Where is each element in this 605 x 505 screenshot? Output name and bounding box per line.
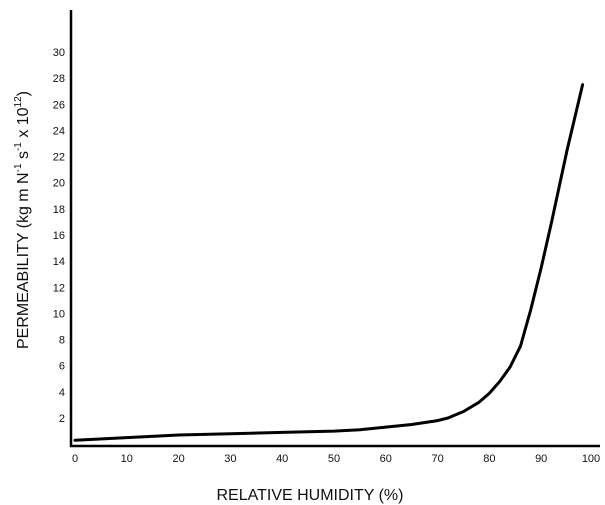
y-tick-label: 14 [53, 256, 65, 268]
y-axis-title-superscript: 12 [13, 96, 24, 108]
y-axis-title-superscript: -1 [13, 142, 24, 151]
y-tick-label: 22 [53, 152, 65, 164]
y-tick-label: 28 [53, 73, 65, 85]
y-tick-label: 24 [53, 125, 65, 137]
x-tick-label: 20 [172, 453, 184, 465]
y-tick-label: 8 [59, 335, 65, 347]
x-tick-label: 90 [535, 453, 547, 465]
y-tick-label: 20 [53, 178, 65, 190]
x-tick-label: 10 [121, 453, 133, 465]
x-tick-label: 50 [328, 453, 340, 465]
x-tick-label: 80 [483, 453, 495, 465]
y-tick-label: 6 [59, 361, 65, 373]
x-tick-label: 40 [276, 453, 288, 465]
y-axis-title: PERMEABILITY (kg m N-1 s-1 x 1012) [13, 91, 32, 349]
x-tick-label: 0 [72, 453, 78, 465]
y-tick-label: 2 [59, 413, 65, 425]
permeability-curve [73, 83, 585, 442]
y-axis-title-part: s [15, 151, 32, 163]
y-tick-label: 10 [53, 308, 65, 320]
x-tick-label: 70 [431, 453, 443, 465]
x-axis-ticks: 0 10 20 30 40 50 60 70 80 90 100 [72, 453, 600, 465]
y-tick-label: 26 [53, 99, 65, 111]
y-axis-title-superscript: -1 [13, 163, 24, 172]
y-tick-label: 18 [53, 204, 65, 216]
y-axis-title-part: ) [15, 91, 32, 96]
y-axis-title-part: x 10 [15, 107, 32, 142]
y-tick-label: 4 [59, 387, 65, 399]
x-tick-label: 100 [582, 453, 600, 465]
y-axis-title-part: PERMEABILITY (kg m N [15, 172, 32, 349]
y-tick-label: 12 [53, 282, 65, 294]
y-tick-label: 30 [53, 47, 65, 59]
x-axis-title: RELATIVE HUMIDITY (%) [217, 487, 404, 504]
x-tick-label: 60 [380, 453, 392, 465]
x-tick-label: 30 [224, 453, 236, 465]
y-tick-label: 16 [53, 230, 65, 242]
